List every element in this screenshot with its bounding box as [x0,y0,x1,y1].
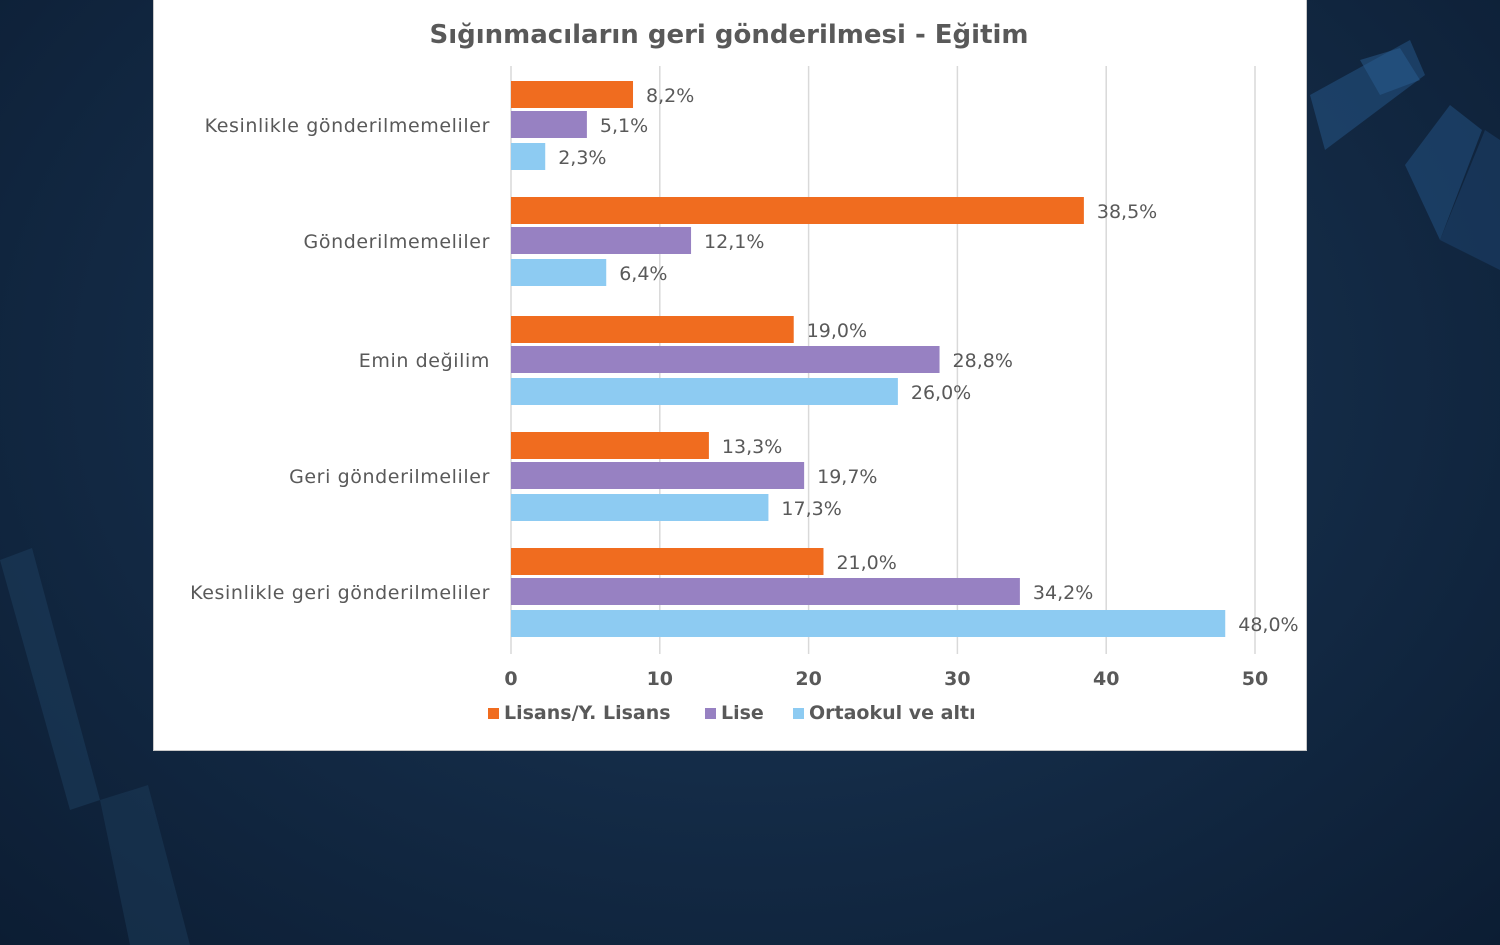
bar-lise [511,346,940,373]
data-label: 48,0% [1238,614,1298,636]
chart-title: Sığınmacıların geri gönderilmesi - Eğiti… [429,20,1028,50]
legend-swatch-ortaokul [793,708,804,719]
data-label: 13,3% [722,436,782,458]
data-label: 38,5% [1097,201,1157,223]
bar-ortaokul [511,378,898,405]
category-label: Kesinlikle gönderilmemeliler [205,115,490,137]
legend-swatch-lisans [488,708,499,719]
chart-panel: Sığınmacıların geri gönderilmesi - Eğiti… [154,0,1306,750]
category-label: Emin değilim [359,350,490,372]
category-label: Gönderilmemeliler [304,231,490,253]
value-labels: 8,2% 5,1% 2,3% 38,5% 12,1% 6,4% 19,0% 28,8% 26,0… [558,85,1298,636]
bar-lisans [511,548,824,575]
legend-label-lise: Lise [721,702,764,724]
bar-lise [511,462,805,489]
data-label: 19,0% [807,320,867,342]
data-label: 5,1% [600,115,648,137]
bar-lisans [511,316,794,343]
bar-lise [511,227,692,254]
data-label: 26,0% [911,382,971,404]
x-tick-label: 30 [944,668,970,690]
x-tick-label: 0 [504,668,517,690]
x-tick-label: 20 [795,668,821,690]
category-labels: Kesinlikle gönderilmemeliler Gönderilmeme… [190,115,490,604]
bar-lisans [511,81,634,108]
x-tick-label: 40 [1093,668,1119,690]
bar-lise [511,111,587,138]
bar-ortaokul [511,143,546,170]
category-label: Kesinlikle geri gönderilmeliler [190,582,490,604]
bar-lisans [511,197,1084,224]
legend-label-lisans: Lisans/Y. Lisans [504,702,671,724]
bar-lisans [511,432,709,459]
data-label: 19,7% [817,466,877,488]
x-axis-ticks: 0 10 20 30 40 50 [504,668,1268,690]
data-label: 28,8% [953,350,1013,372]
data-label: 2,3% [558,147,606,169]
bar-ortaokul [511,494,769,521]
category-label: Geri gönderilmeliler [289,466,490,488]
legend: Lisans/Y. Lisans Lise Ortaokul ve altı [488,702,976,724]
legend-label-ortaokul: Ortaokul ve altı [809,702,976,724]
bars [511,81,1226,637]
bar-ortaokul [511,610,1226,637]
bar-chart: Sığınmacıların geri gönderilmesi - Eğiti… [190,20,1298,724]
bar-ortaokul [511,259,607,286]
data-label: 12,1% [704,231,764,253]
x-tick-label: 10 [647,668,673,690]
legend-swatch-lise [705,708,716,719]
data-label: 6,4% [619,263,667,285]
data-label: 34,2% [1033,582,1093,604]
data-label: 21,0% [836,552,896,574]
x-tick-label: 50 [1242,668,1268,690]
data-label: 17,3% [781,498,841,520]
bar-lise [511,578,1020,605]
data-label: 8,2% [646,85,694,107]
